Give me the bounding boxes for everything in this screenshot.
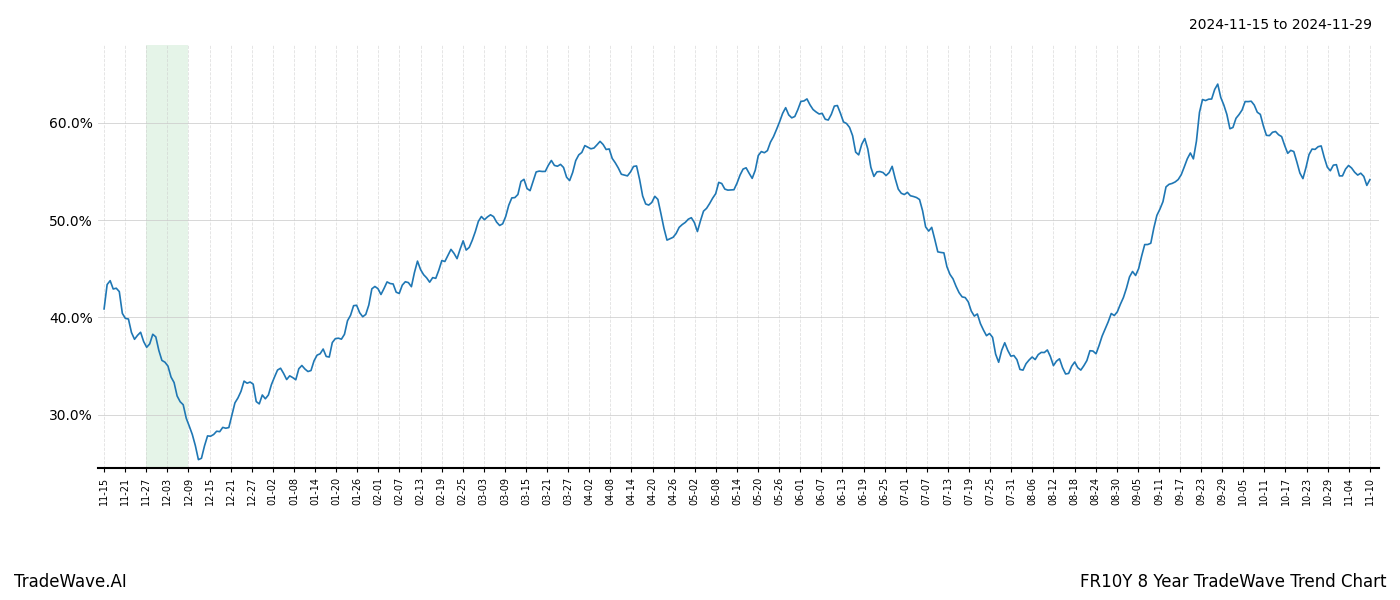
Text: FR10Y 8 Year TradeWave Trend Chart: FR10Y 8 Year TradeWave Trend Chart [1079,573,1386,591]
Bar [146,45,189,468]
Text: TradeWave.AI: TradeWave.AI [14,573,127,591]
Text: 2024-11-15 to 2024-11-29: 2024-11-15 to 2024-11-29 [1189,18,1372,32]
